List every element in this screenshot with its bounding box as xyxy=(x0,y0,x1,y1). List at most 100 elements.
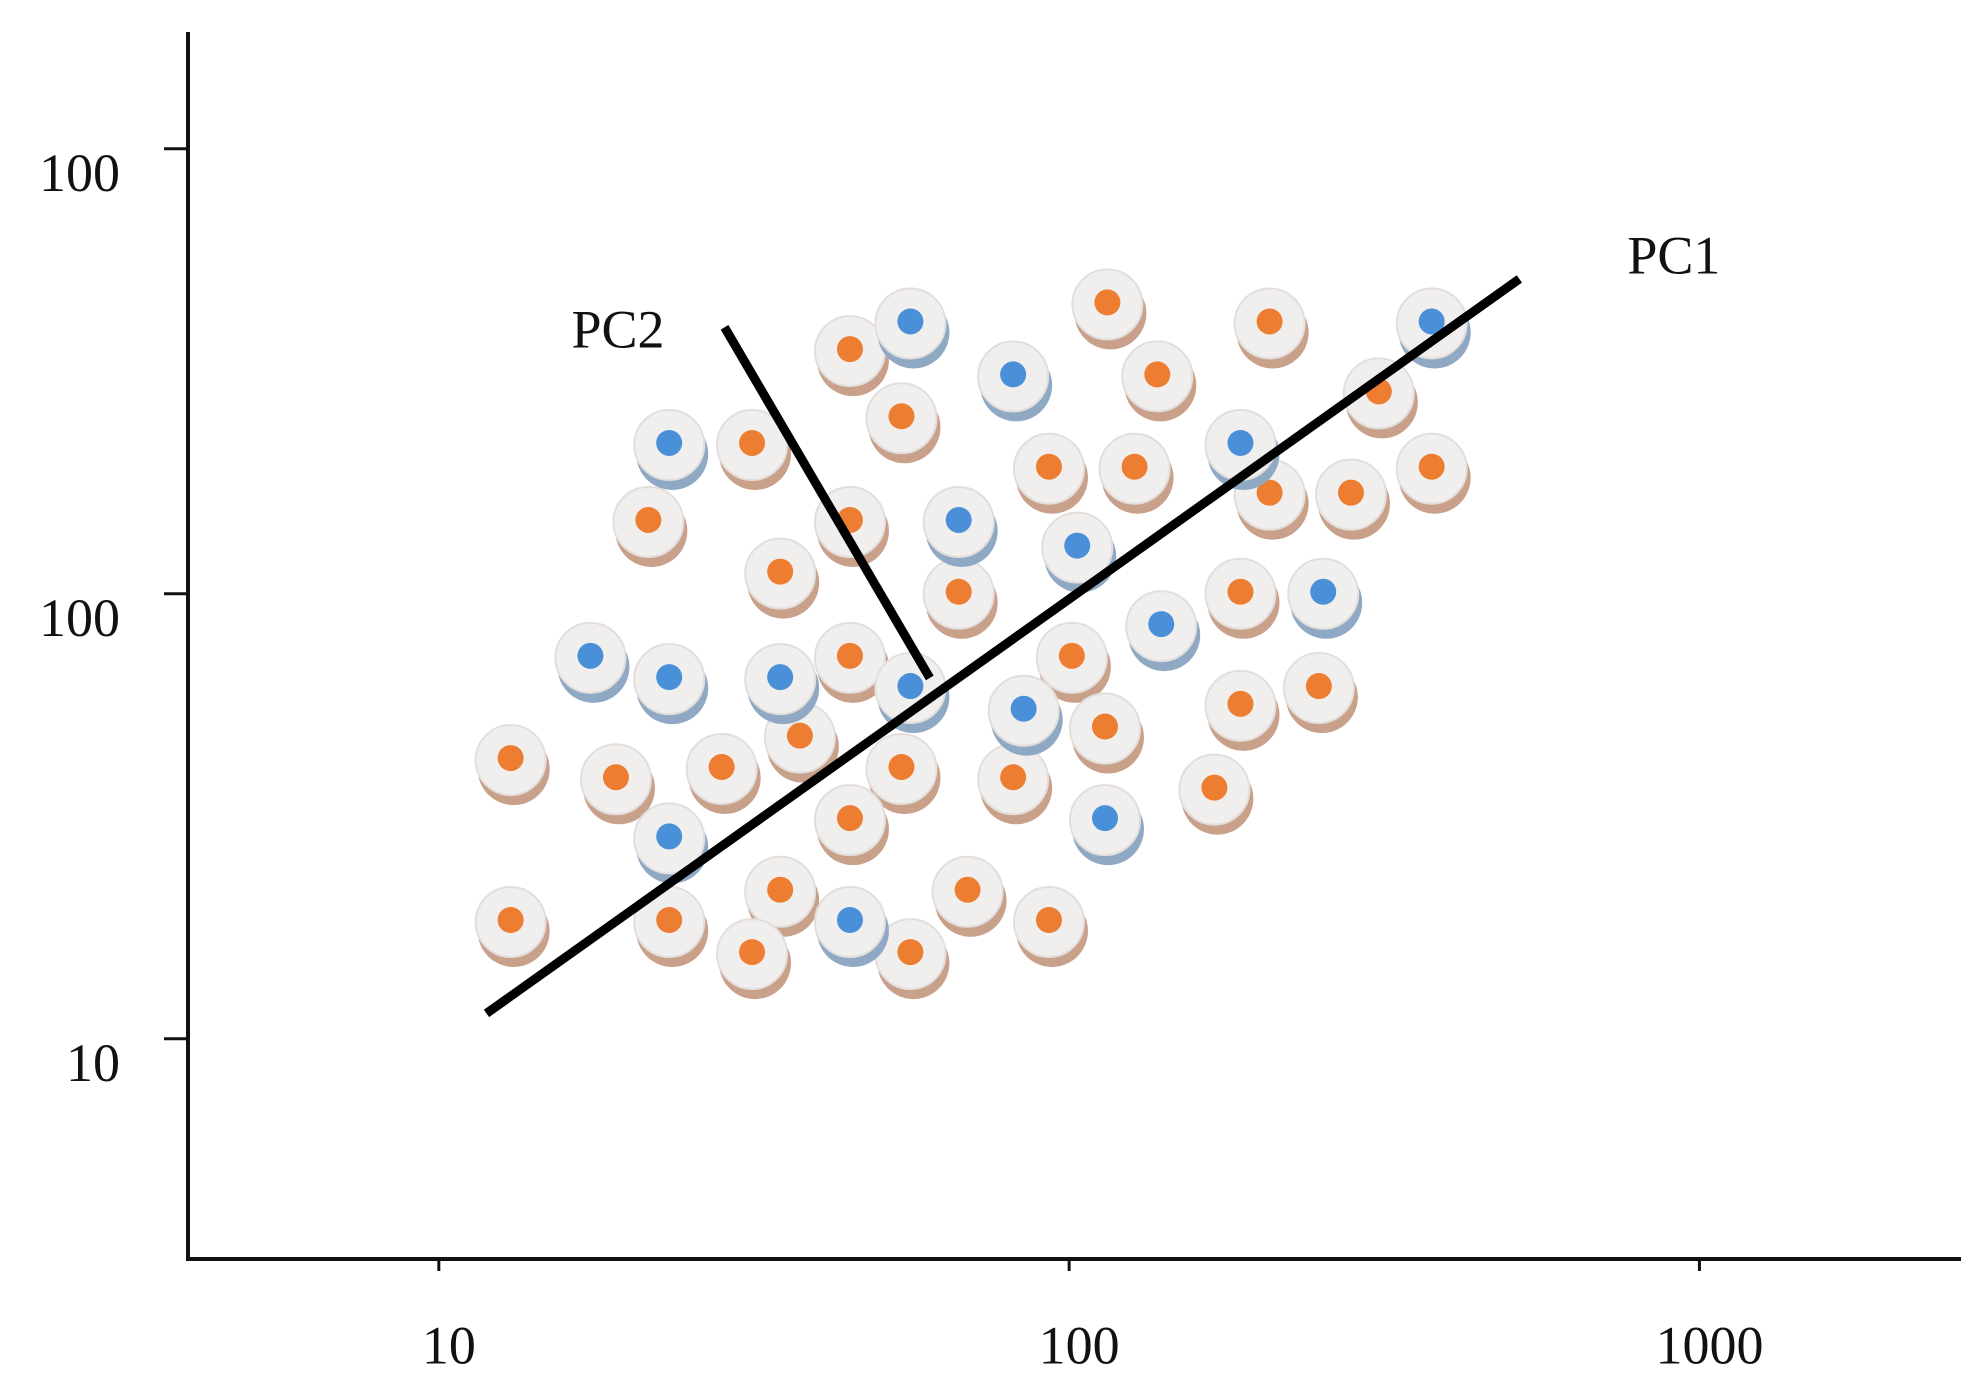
marker xyxy=(1314,458,1390,540)
pc-line xyxy=(720,325,934,681)
y-tick-label: 10 xyxy=(66,1033,120,1093)
marker-dot xyxy=(767,664,794,691)
marker-dot xyxy=(656,907,683,934)
marker-dot xyxy=(1256,479,1283,506)
marker xyxy=(716,408,792,490)
marker-dot xyxy=(836,907,863,934)
marker-dot xyxy=(1418,308,1445,335)
marker-dot xyxy=(1148,611,1175,638)
marker-dot xyxy=(1227,429,1254,456)
marker-dot xyxy=(577,642,604,669)
marker-dot xyxy=(1000,764,1027,791)
marker xyxy=(579,743,655,825)
marker xyxy=(1012,886,1088,968)
marker xyxy=(716,918,792,1000)
marker xyxy=(1395,432,1471,514)
marker-dot xyxy=(635,506,662,533)
marker-dot xyxy=(1010,695,1037,722)
pc-line xyxy=(483,275,1522,1018)
marker-dot xyxy=(1094,289,1121,316)
marker xyxy=(685,732,761,814)
y-tick-label: 100 xyxy=(39,588,120,648)
marker-dot xyxy=(1058,642,1085,669)
marker-dot xyxy=(1201,774,1228,801)
marker-dot xyxy=(897,939,924,966)
marker-dot xyxy=(497,745,524,772)
marker-dot xyxy=(945,578,972,605)
marker xyxy=(813,784,889,866)
marker xyxy=(1287,557,1363,639)
marker xyxy=(1125,590,1201,672)
marker-dot xyxy=(1418,453,1445,480)
marker xyxy=(922,485,998,567)
marker xyxy=(1121,340,1197,422)
marker xyxy=(1071,268,1147,350)
marker xyxy=(1395,287,1471,369)
marker xyxy=(1035,621,1111,703)
marker-dot xyxy=(656,823,683,850)
marker xyxy=(744,537,820,619)
marker-dot xyxy=(767,558,794,585)
marker xyxy=(474,724,550,806)
marker xyxy=(1178,753,1254,835)
marker-dot xyxy=(739,939,766,966)
marker-dot xyxy=(1305,673,1332,700)
marker-dot xyxy=(897,308,924,335)
marker-dot xyxy=(656,664,683,691)
marker xyxy=(813,315,889,397)
marker-dot xyxy=(1121,453,1148,480)
marker-dot xyxy=(897,673,924,700)
marker-dot xyxy=(1337,479,1364,506)
marker-dot xyxy=(1227,578,1254,605)
marker-dot xyxy=(708,753,735,780)
marker xyxy=(554,621,630,703)
marker xyxy=(1204,669,1280,751)
marker xyxy=(865,732,941,814)
marker-dot xyxy=(1035,907,1062,934)
marker-dot xyxy=(1310,578,1337,605)
marker xyxy=(1282,652,1358,734)
x-tick-label: 100 xyxy=(1039,1315,1120,1375)
marker-dot xyxy=(1227,690,1254,717)
marker xyxy=(633,408,709,490)
marker-dot xyxy=(888,403,915,430)
marker xyxy=(874,287,950,369)
marker-dot xyxy=(1035,453,1062,480)
marker xyxy=(813,886,889,968)
y-tick-label: 100 xyxy=(39,143,120,203)
marker-dot xyxy=(1091,805,1118,832)
marker xyxy=(612,485,688,567)
pc-label: PC1 xyxy=(1627,225,1720,285)
marker xyxy=(633,886,709,968)
marker xyxy=(474,886,550,968)
marker-dot xyxy=(1144,361,1171,388)
marker xyxy=(813,621,889,703)
marker xyxy=(1233,287,1309,369)
x-tick-label: 1000 xyxy=(1655,1315,1763,1375)
marker-dot xyxy=(836,336,863,363)
marker xyxy=(874,918,950,1000)
marker xyxy=(922,557,998,639)
x-tick-label: 10 xyxy=(422,1315,476,1375)
marker-dot xyxy=(739,429,766,456)
marker-dot xyxy=(602,764,629,791)
marker-dot xyxy=(1000,361,1027,388)
marker-dot xyxy=(945,506,972,533)
marker-dot xyxy=(1256,308,1283,335)
marker xyxy=(744,855,820,937)
marker xyxy=(633,643,709,725)
marker xyxy=(1068,784,1144,866)
marker-dot xyxy=(888,753,915,780)
marker xyxy=(931,855,1007,937)
marker-dot xyxy=(497,907,524,934)
marker xyxy=(1012,432,1088,514)
marker xyxy=(633,802,709,884)
marker xyxy=(987,674,1063,756)
marker xyxy=(977,743,1053,825)
marker xyxy=(1068,692,1144,774)
marker xyxy=(744,643,820,725)
marker-dot xyxy=(836,805,863,832)
marker xyxy=(977,340,1053,422)
marker-dot xyxy=(1091,713,1118,740)
